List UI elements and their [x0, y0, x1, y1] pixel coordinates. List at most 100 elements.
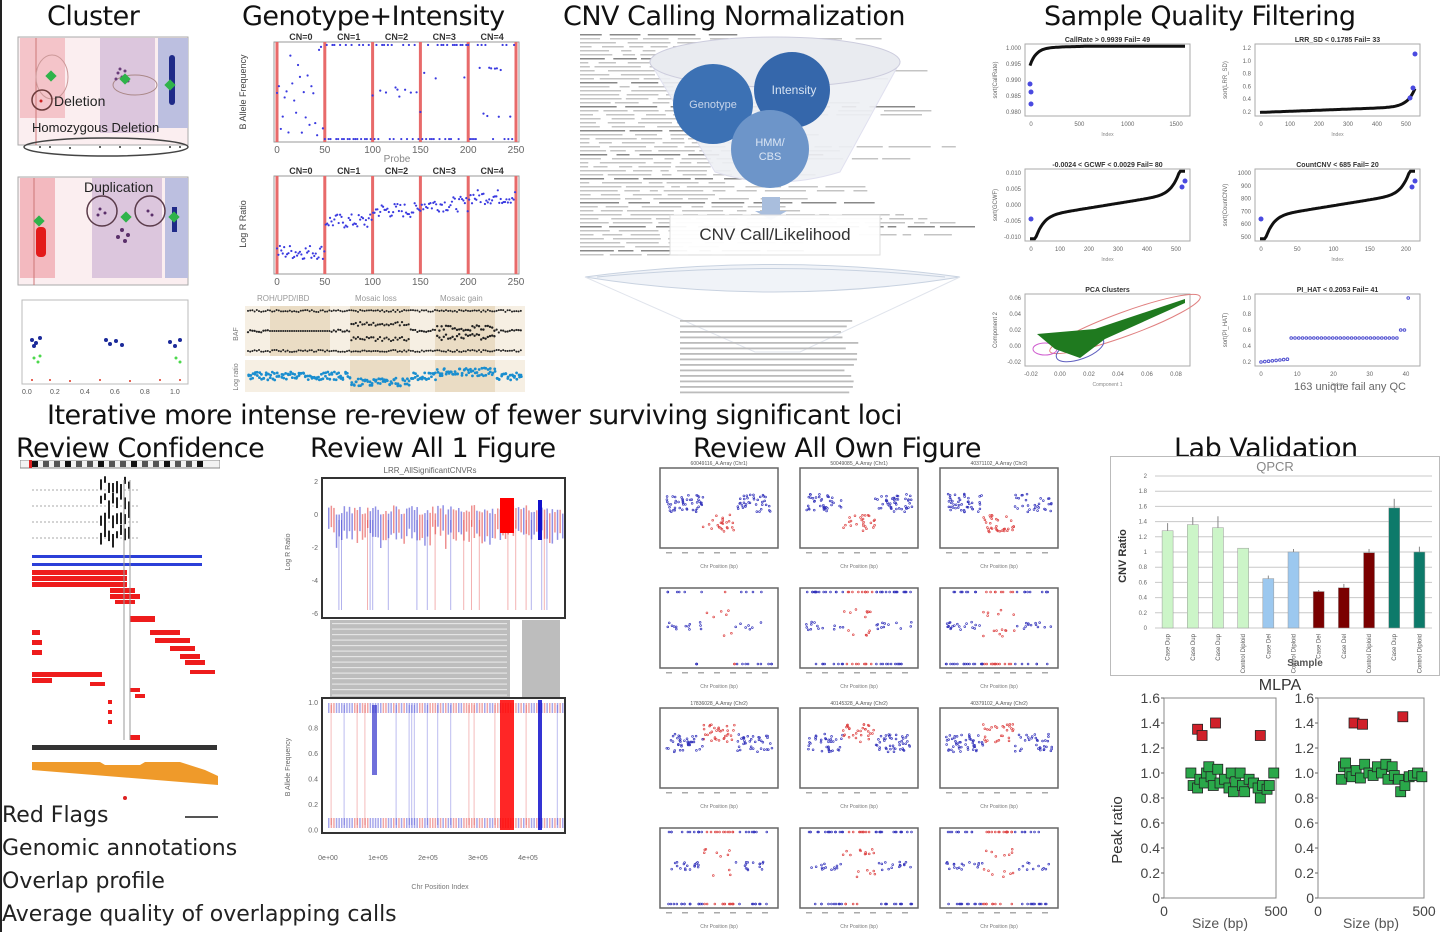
text-line [580, 90, 622, 92]
overlap-call-bar [155, 638, 190, 643]
own-point [1023, 590, 1027, 594]
own-point [1021, 504, 1024, 508]
log-ratio-dot [493, 369, 497, 373]
text-line [580, 178, 605, 180]
lrr-point [318, 247, 322, 250]
own-point [967, 902, 970, 906]
own-panel: 60049116_A.Array (Chr1)Chr Position (bp) [659, 461, 779, 570]
text-line [657, 126, 702, 128]
own-point [770, 662, 773, 666]
mlpa-xtick: 500 [1264, 903, 1288, 919]
own-point [746, 861, 749, 864]
log-ratio-dot [433, 371, 437, 375]
own-point [1029, 623, 1033, 627]
qc-xtick: -0.02 [1024, 372, 1038, 378]
baf-dot [275, 330, 278, 332]
lrr-trace [543, 509, 546, 539]
own-point [861, 529, 865, 532]
own-point [692, 830, 696, 834]
own-point [985, 902, 988, 906]
own-point [1045, 590, 1048, 594]
qc-fail-point [1407, 95, 1413, 101]
own-point [889, 505, 893, 509]
lrr-trace [546, 508, 548, 539]
text-line [610, 150, 626, 152]
mlpa-chart: MLPA Peak ratio 0 0.2 0.4 0.6 0.8 1.0 1.2 1.4 1.… [1100, 672, 1441, 932]
overlay-text-line [332, 672, 507, 674]
text-line [609, 146, 647, 148]
own-point [991, 902, 994, 906]
own-point [743, 864, 747, 868]
own-point [976, 866, 979, 869]
baf-trace [473, 818, 476, 828]
own-point [695, 662, 699, 666]
own-point [813, 590, 817, 594]
baf-trace [491, 818, 494, 828]
baf-dot [387, 324, 390, 327]
baf-trace [377, 703, 379, 713]
cn-label: CN=3 [433, 32, 456, 42]
pihat-point [1376, 336, 1380, 340]
text-line [580, 34, 602, 36]
baf-dot [462, 310, 465, 313]
own-point [945, 743, 948, 746]
mlpa-ytick: 0.6 [1141, 815, 1161, 831]
baf-dot [412, 349, 414, 352]
baf-dot [381, 339, 384, 342]
own-point [817, 830, 820, 834]
baf-point [302, 91, 305, 94]
log-ratio-dot [374, 378, 378, 382]
lrr-point [470, 202, 474, 205]
log-ratio-dot [330, 371, 334, 375]
own-point [965, 505, 969, 509]
own-point [717, 739, 721, 742]
own-point [683, 590, 686, 594]
baf-dot [519, 329, 522, 332]
baf-point [365, 137, 368, 141]
baf-trace [484, 703, 486, 713]
own-point [673, 506, 677, 510]
log-ratio-dot [270, 370, 274, 374]
own-point [955, 902, 959, 906]
own-point [683, 739, 686, 742]
baf-point [325, 43, 328, 47]
qc-xlabel: Index [1101, 132, 1114, 138]
text-line [918, 218, 928, 220]
own-point [949, 662, 952, 666]
baf-point [480, 43, 483, 47]
baf-dot [306, 330, 309, 332]
own-point [991, 873, 994, 876]
text-line [609, 226, 646, 228]
baf-dot [390, 310, 392, 313]
own-point [698, 621, 702, 624]
ideogram-band [164, 461, 170, 467]
text-line [599, 162, 646, 164]
baf-dot [469, 310, 472, 313]
own-point [986, 526, 989, 529]
baf-trace [481, 703, 483, 713]
own-point [895, 498, 898, 501]
track-bar [116, 497, 118, 509]
own-point [909, 494, 912, 498]
own-point [673, 732, 677, 736]
baf-dot [271, 330, 274, 332]
text-line [580, 154, 608, 156]
own-tick [682, 672, 688, 674]
baf-point [356, 137, 359, 141]
own-point [1013, 505, 1017, 508]
text-line [709, 38, 729, 40]
pihat-point [1289, 336, 1294, 340]
lrr-point [331, 224, 335, 227]
baf-dot [317, 349, 320, 352]
baf-point [459, 43, 462, 47]
own-point [952, 862, 956, 866]
own-point [758, 902, 762, 906]
pihat-point [1259, 360, 1263, 364]
own-point [849, 611, 852, 614]
cnv-calling-svg: Genotype Intensity HMM/CBS CNV Call/Like… [580, 34, 978, 394]
baf-dot [506, 330, 509, 333]
qpcr-category: Case Dup [1191, 633, 1197, 660]
baf-dot [414, 309, 417, 312]
own-tick [1042, 672, 1048, 674]
own-point [880, 868, 884, 872]
